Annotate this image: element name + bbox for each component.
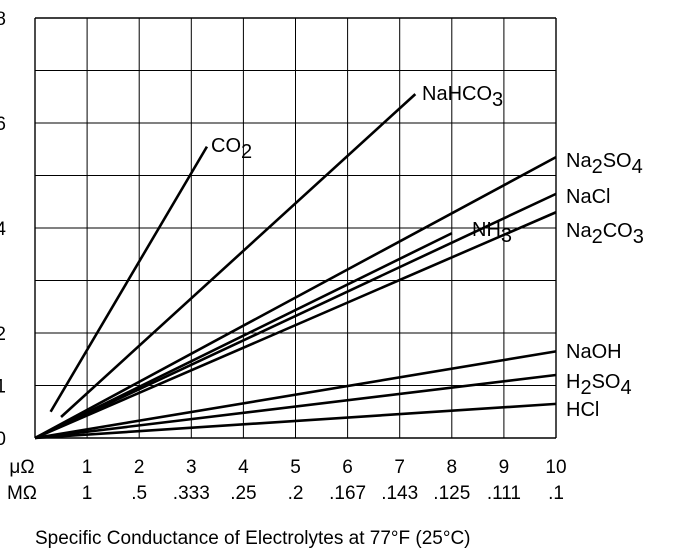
x-tick-label: 9 bbox=[499, 457, 510, 478]
series-line-H2SO4 bbox=[34, 373, 557, 440]
series-line-NaCl bbox=[34, 192, 557, 440]
x-tick-label: .333 bbox=[173, 483, 210, 504]
x-tick-labels: μΩ 1 2 3 4 5 6 7 8 9 10 MΩ 1 .5 .333 .25 .2 .167 .143 .125.… bbox=[7, 457, 567, 504]
y-tick-label: 4 bbox=[0, 219, 6, 240]
series-label-CO2: CO2 bbox=[211, 135, 252, 163]
x-tick-label: 8 bbox=[447, 457, 458, 478]
y-tick-label: 2 bbox=[0, 324, 6, 345]
series-line-Na2SO4 bbox=[34, 155, 557, 440]
y-tick-label: 1 bbox=[0, 377, 6, 398]
x-tick-label: .111 bbox=[487, 483, 521, 504]
series-label-NaOH: NaOH bbox=[566, 341, 622, 363]
x-tick-label: 1 bbox=[82, 483, 93, 504]
series-line-HCl bbox=[34, 402, 557, 440]
series-label-H2SO4: H2SO4 bbox=[566, 371, 632, 399]
x-tick-label: .125 bbox=[433, 483, 470, 504]
x-tick-label: .1 bbox=[548, 483, 564, 504]
x-tick-label: .25 bbox=[230, 483, 256, 504]
series-lines bbox=[34, 93, 557, 440]
x-tick-label: 10 bbox=[545, 457, 566, 478]
x-tick-label: .5 bbox=[131, 483, 147, 504]
x-tick-label: 2 bbox=[134, 457, 145, 478]
series-label-NaCl: NaCl bbox=[566, 186, 610, 208]
x-tick-label: 3 bbox=[186, 457, 197, 478]
x-tick-label: .167 bbox=[329, 483, 366, 504]
series-line-Na2CO3 bbox=[34, 211, 557, 440]
x-tick-label: .2 bbox=[288, 483, 304, 504]
x-row-unit: μΩ bbox=[9, 457, 34, 478]
y-tick-labels: 0 1 2 4 6 8 bbox=[0, 9, 6, 450]
series-line-CO2 bbox=[49, 145, 209, 413]
series-label-Na2CO3: Na2CO3 bbox=[566, 220, 644, 248]
series-line-NaOH bbox=[34, 350, 557, 440]
x-tick-label: 6 bbox=[342, 457, 353, 478]
x-row-unit: MΩ bbox=[7, 483, 37, 504]
series-label-NH3: NH3 bbox=[472, 219, 512, 247]
series-label-NaHCO3: NaHCO3 bbox=[422, 83, 503, 111]
series-label-HCl: HCl bbox=[566, 399, 599, 421]
x-tick-label: .143 bbox=[381, 483, 418, 504]
x-tick-label: 1 bbox=[82, 457, 93, 478]
series-line-NH3 bbox=[34, 232, 453, 440]
x-tick-label: 4 bbox=[238, 457, 249, 478]
x-tick-label: 7 bbox=[394, 457, 405, 478]
y-tick-label: 0 bbox=[0, 429, 6, 450]
chart-title: Specific Conductance of Electrolytes at … bbox=[35, 528, 471, 549]
y-tick-label: 8 bbox=[0, 9, 6, 30]
series-line-NaHCO3 bbox=[60, 93, 417, 418]
x-tick-label: 5 bbox=[290, 457, 301, 478]
series-label-Na2SO4: Na2SO4 bbox=[566, 150, 643, 178]
y-tick-label: 6 bbox=[0, 114, 6, 135]
